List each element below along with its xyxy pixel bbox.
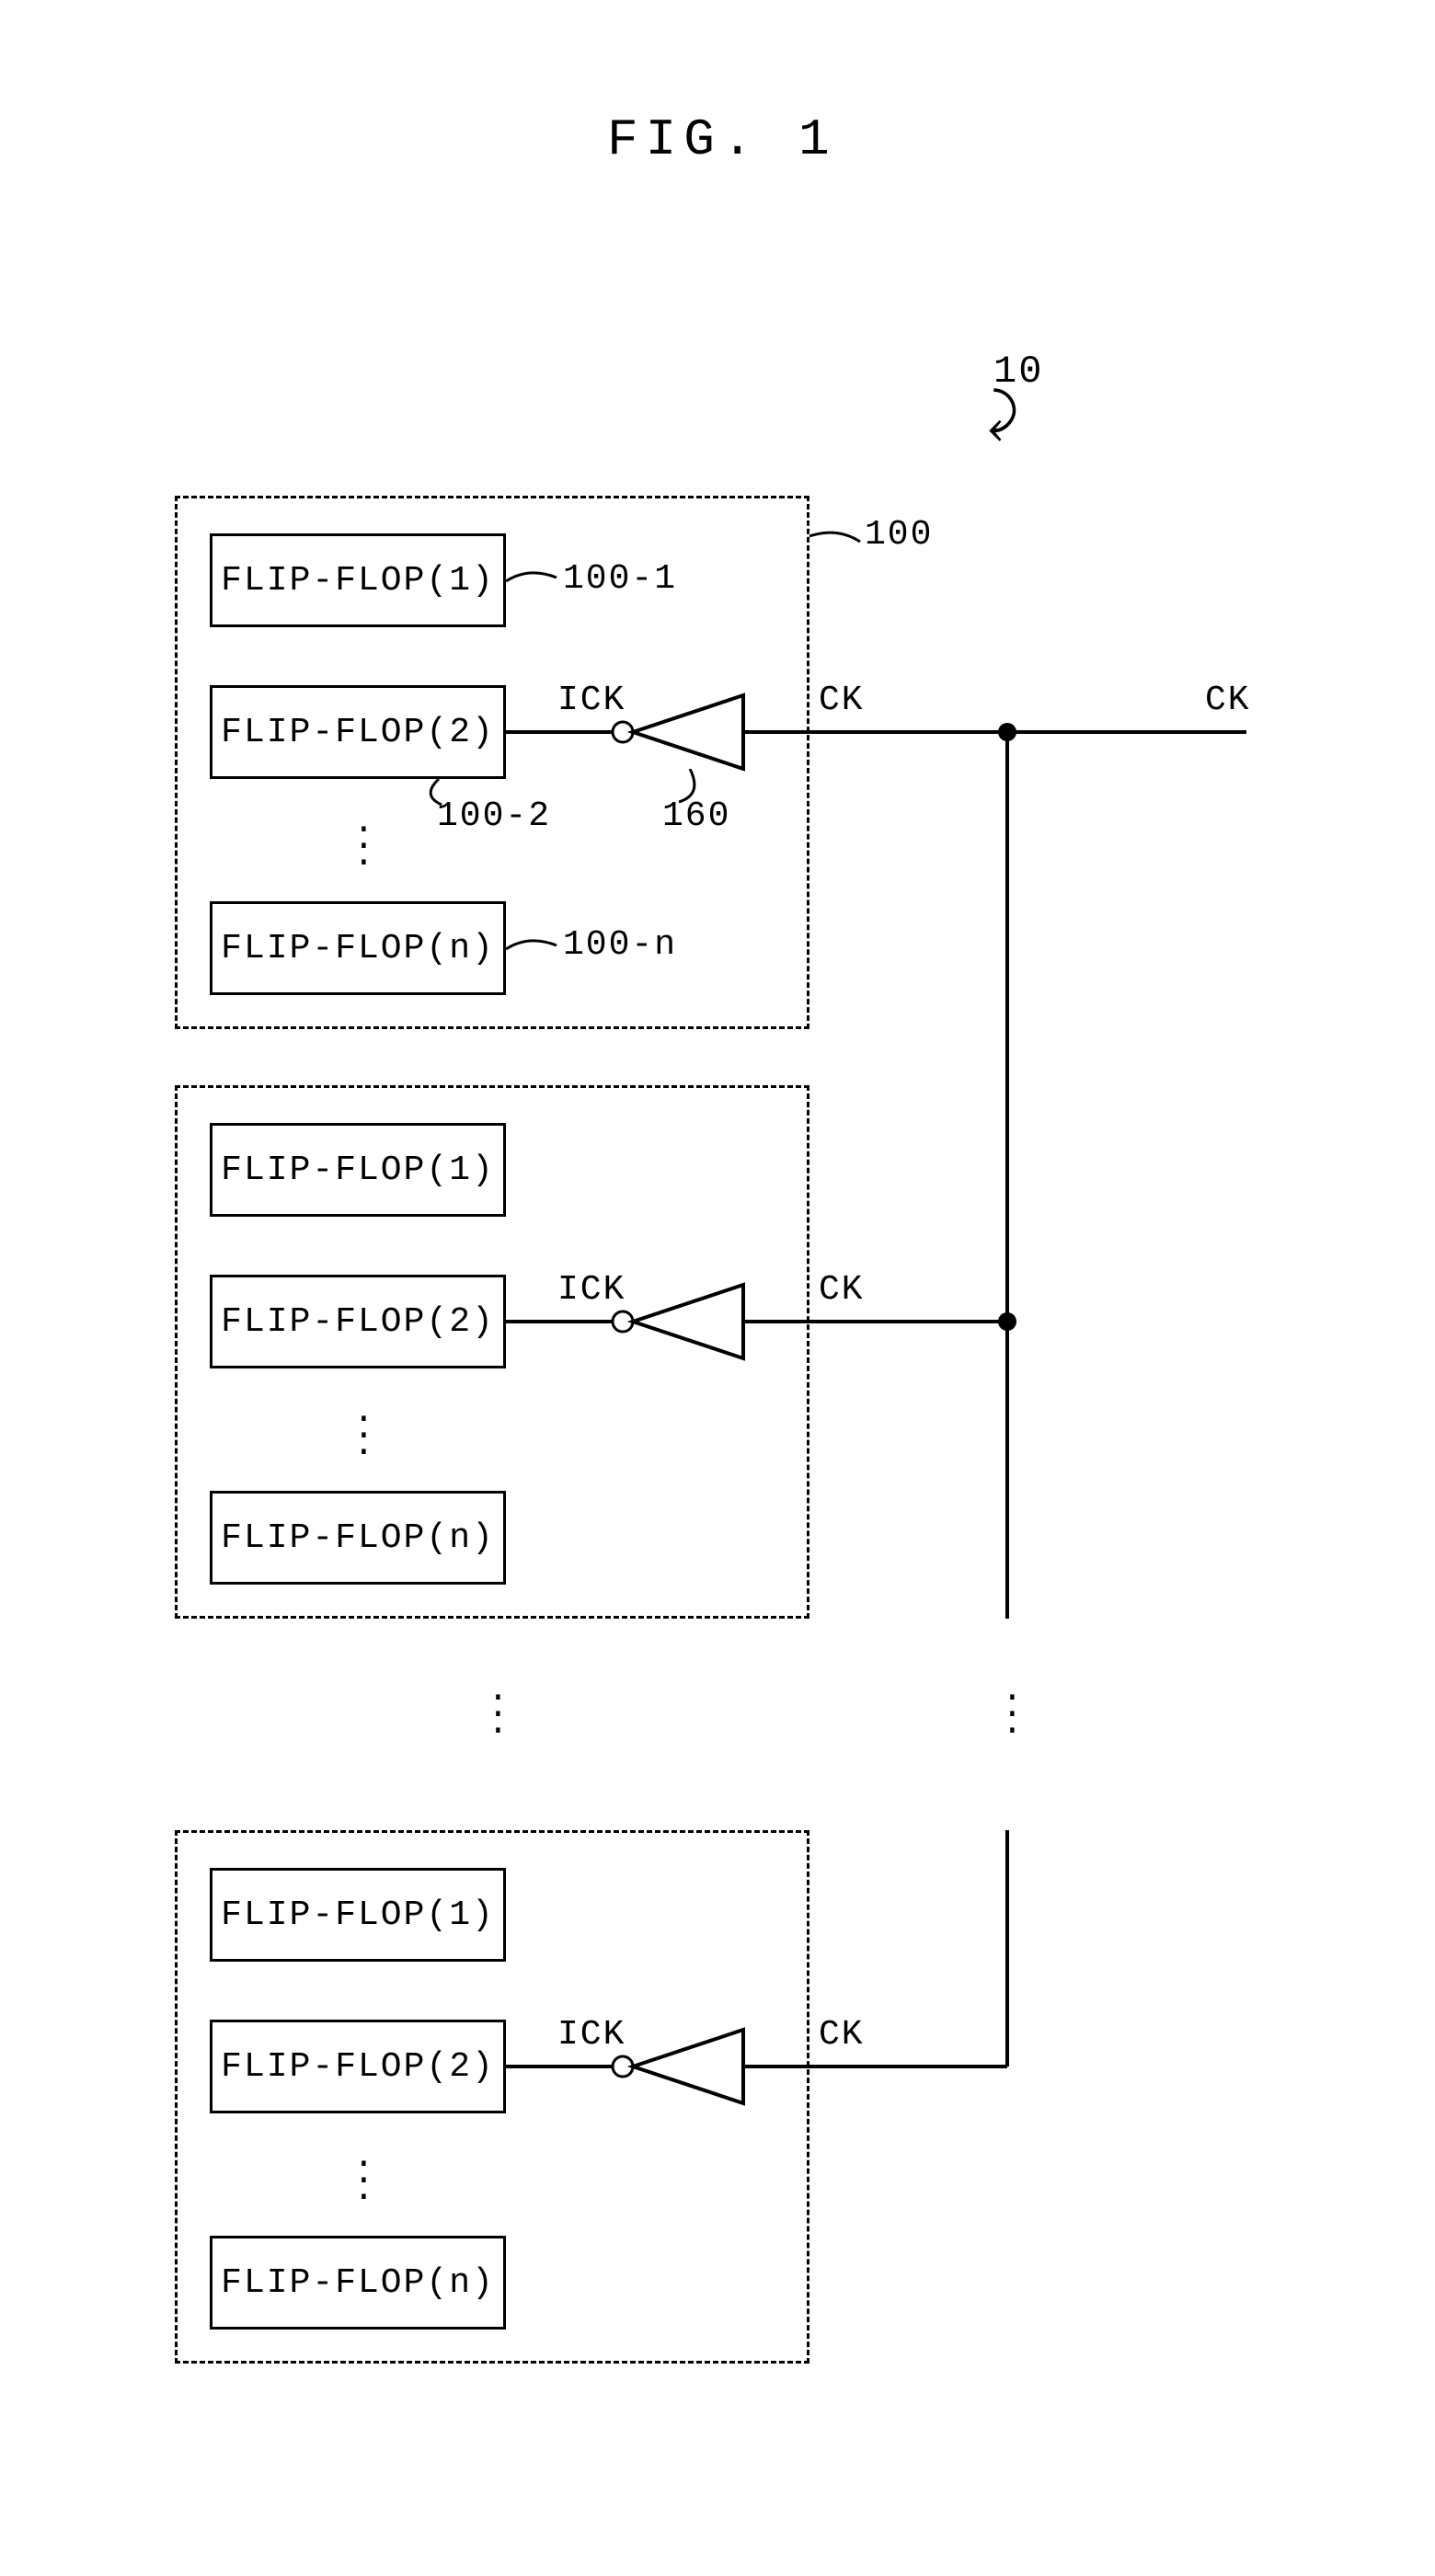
figure-canvas: FIG. 1 10 ⤹ 100 FLIP-FLOP(1) 100-1 FLIP-…: [0, 0, 1435, 2576]
clock-bus: [0, 0, 1435, 2576]
vdots-bus: ...: [1002, 1683, 1023, 1733]
